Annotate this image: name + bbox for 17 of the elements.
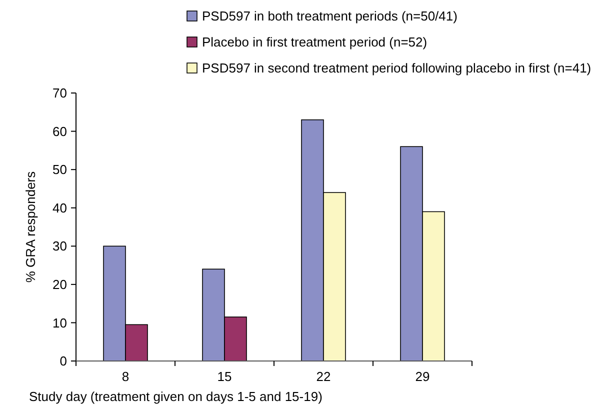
y-tick-label: 0 <box>60 354 67 369</box>
x-tick-label: 29 <box>415 369 430 384</box>
y-tick-label: 30 <box>52 238 67 254</box>
y-tick-label: 40 <box>52 200 67 216</box>
y-tick-label: 10 <box>52 315 67 330</box>
y-tick-label: 20 <box>52 276 67 292</box>
y-axis-title: % GRA responders <box>23 170 38 283</box>
x-tick-label: 15 <box>217 369 232 384</box>
legend-label: PSD597 in both treatment periods (n=50/41) <box>202 8 458 24</box>
x-tick-label: 22 <box>316 369 331 384</box>
legend-label: Placebo in first treatment period (n=52) <box>202 34 428 50</box>
y-tick-label: 50 <box>52 162 67 178</box>
y-tick-label: 70 <box>52 86 67 101</box>
legend-label: PSD597 in second treatment period following placebo in first (n=41) <box>202 60 592 76</box>
x-tick-label: 8 <box>122 369 130 384</box>
y-tick-label: 60 <box>52 124 67 139</box>
x-axis-title: Study day (treatment given on days 1-5 and 15-19) <box>29 389 322 404</box>
